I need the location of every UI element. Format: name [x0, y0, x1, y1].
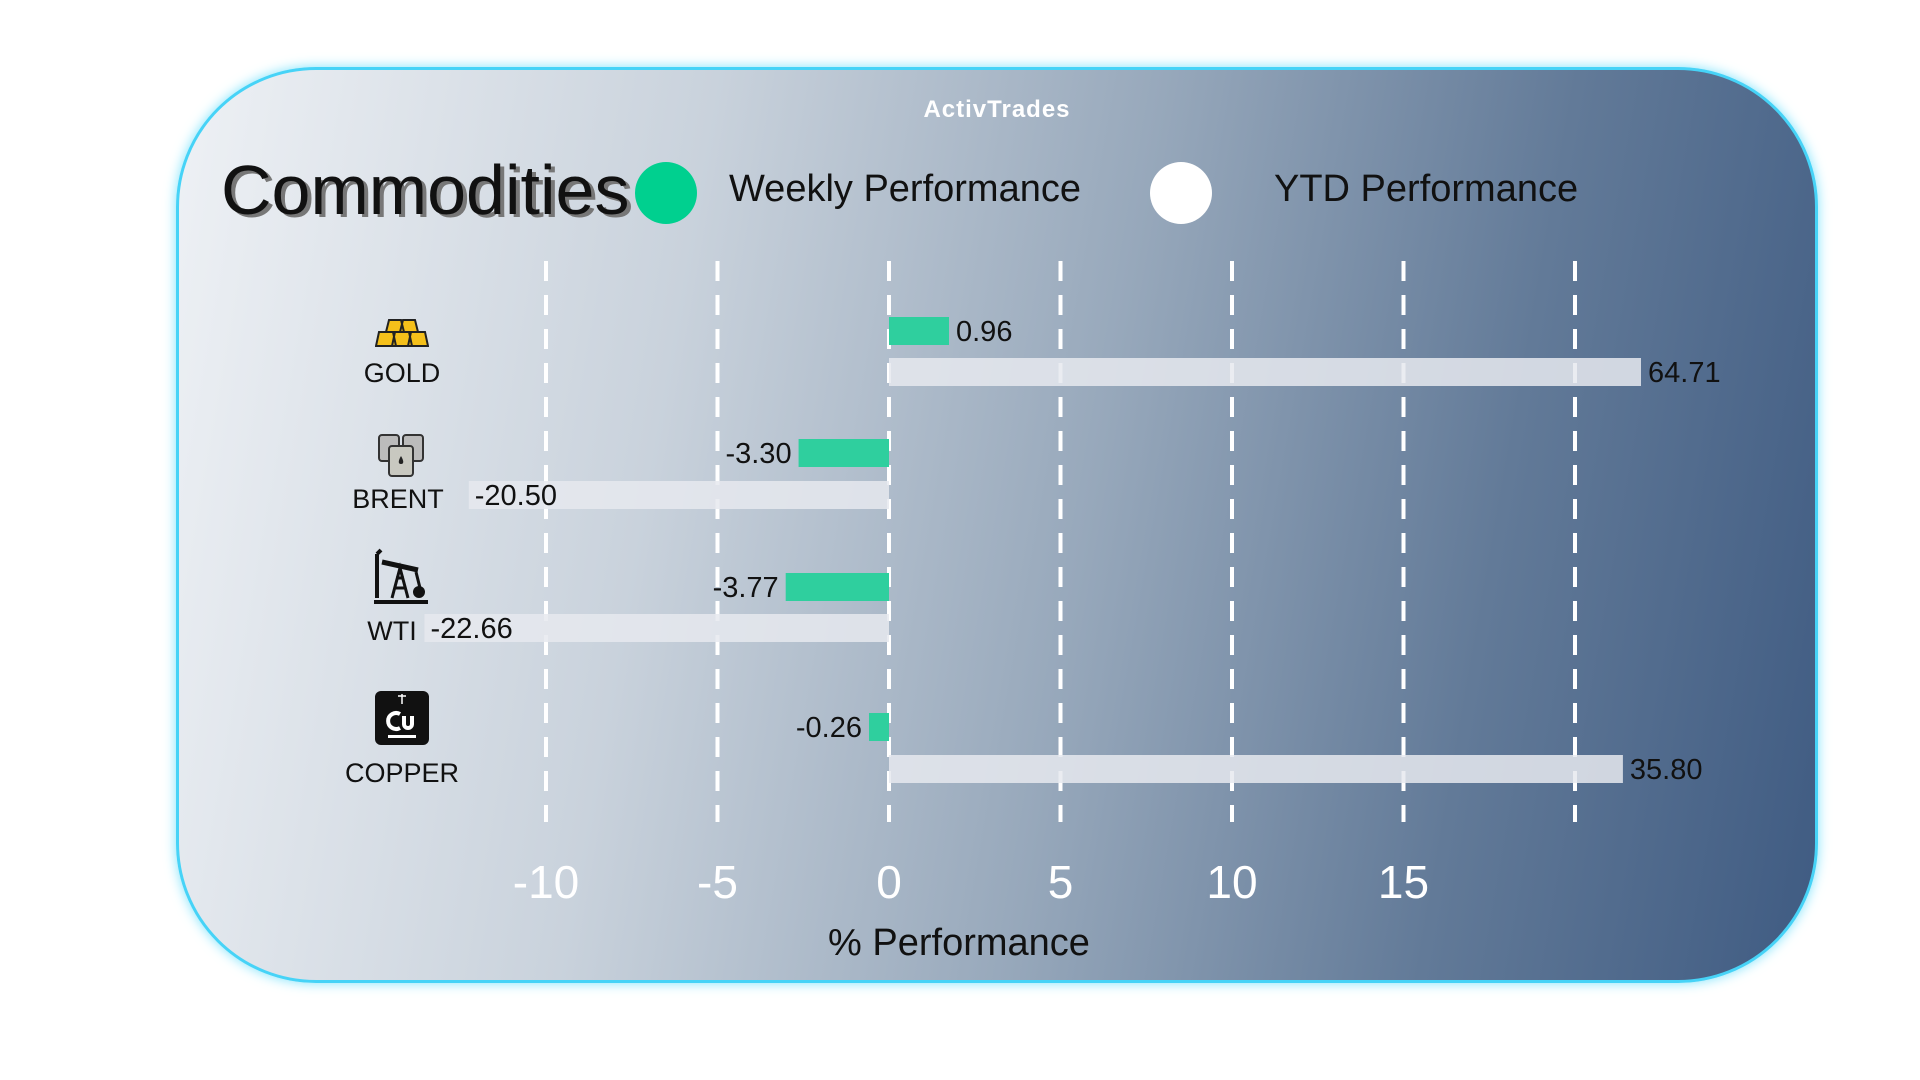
category-label-gold: GOLD: [363, 358, 441, 388]
chart-card: ActivTrades Commodities Weekly Performan…: [176, 67, 1818, 983]
oil-pump-icon: [374, 548, 428, 604]
weekly-bar-brent: [798, 439, 889, 467]
legend-weekly-label: Weekly Performance: [729, 168, 1081, 210]
gold-bars-icon: [375, 319, 429, 347]
chart-title: Commodities: [221, 151, 630, 229]
ytd-value-label-brent: -20.50: [475, 480, 557, 512]
x-tick-label: 15: [1378, 856, 1429, 908]
x-tick-label: 10: [1206, 856, 1257, 908]
weekly-bar-gold: [889, 317, 949, 345]
ytd-bar-brent: [468, 481, 889, 509]
oil-barrels-icon: [378, 434, 424, 477]
category-label-copper: COPPER: [344, 758, 460, 788]
ytd-value-label-copper: 35.80: [1630, 754, 1703, 786]
legend-ytd-dot: [1150, 162, 1212, 224]
x-tick-label: -5: [697, 856, 738, 908]
x-tick-label: 0: [876, 856, 902, 908]
ytd-bar-gold: [889, 358, 1641, 386]
ytd-value-label-wti: -22.66: [430, 613, 512, 645]
x-tick-label: 5: [1048, 856, 1074, 908]
x-axis-label: % Performance: [828, 922, 1090, 964]
weekly-value-label-gold: 0.96: [956, 316, 1012, 348]
ytd-value-label-gold: 64.71: [1648, 357, 1721, 389]
legend-ytd-label: YTD Performance: [1274, 168, 1579, 210]
weekly-value-label-wti: -3.77: [713, 572, 779, 604]
category-label-wti: WTI: [367, 616, 417, 646]
category-label-brent: BRENT: [352, 484, 444, 514]
weekly-bar-copper: [869, 713, 889, 741]
copper-element-icon: [375, 691, 429, 745]
weekly-value-label-copper: -0.26: [796, 712, 862, 744]
legend-weekly-dot: [635, 162, 697, 224]
weekly-value-label-brent: -3.30: [725, 438, 791, 470]
x-tick-label: -10: [513, 856, 579, 908]
brand-logo: ActivTrades: [923, 96, 1071, 123]
ytd-bar-wti: [424, 614, 889, 642]
weekly-bar-wti: [785, 573, 889, 601]
ytd-bar-copper: [889, 755, 1623, 783]
